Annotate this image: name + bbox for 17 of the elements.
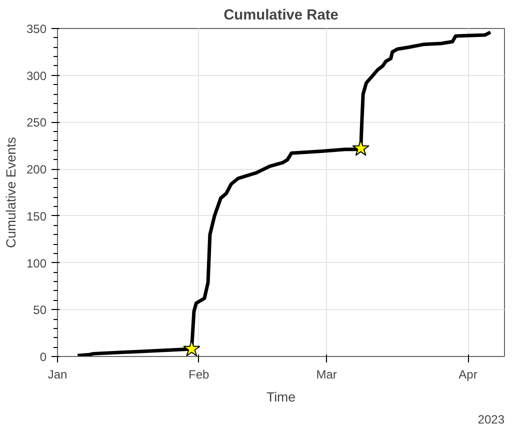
y-tick-label: 350 [26, 22, 47, 36]
x-tick-label: Mar [316, 368, 337, 382]
y-tick-label: 50 [33, 303, 47, 318]
y-tick-label: 100 [26, 256, 47, 270]
y-tick-label: 0 [40, 350, 47, 364]
y-tick-label: 150 [26, 209, 47, 224]
chart-title: Cumulative Rate [224, 8, 338, 24]
x-tick-label: Feb [188, 368, 210, 382]
x-axis-title: Time [266, 390, 296, 404]
text: 2023 [478, 412, 505, 426]
y-tick-label: 250 [26, 116, 47, 130]
y-tick-label: 300 [26, 68, 47, 83]
y-tick-label: 200 [26, 162, 47, 177]
x-tick-label: Jan [48, 368, 68, 382]
y-axis-title: Cumulative Events [3, 136, 18, 248]
x-tick-label: Apr [458, 368, 478, 382]
line-series [76, 30, 492, 356]
